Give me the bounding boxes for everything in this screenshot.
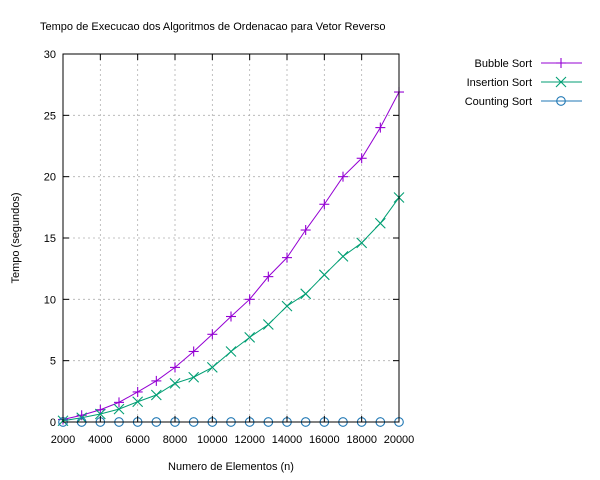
data-point: [170, 362, 180, 373]
x-tick-label: 14000: [272, 434, 303, 446]
x-tick-label: 16000: [309, 434, 340, 446]
x-axis-label: Numero de Elementos (n): [168, 461, 294, 473]
data-point: [225, 346, 237, 357]
data-point: [206, 362, 218, 373]
legend-item: Counting Sort: [465, 96, 582, 108]
y-tick-label: 5: [50, 356, 56, 368]
x-tick-label: 18000: [346, 434, 377, 446]
marker-stroke: [225, 346, 237, 357]
data-point: [300, 225, 311, 236]
data-point: [151, 375, 162, 386]
data-point: [262, 319, 274, 330]
marker-stroke: [300, 288, 312, 300]
data-point: [319, 199, 330, 210]
data-point: [282, 252, 292, 263]
marker-stroke: [188, 371, 200, 383]
legend-marker: [556, 96, 566, 106]
marker-stroke: [94, 408, 106, 420]
legend-item: Insertion Sort: [467, 76, 582, 89]
marker-stroke: [169, 377, 181, 389]
data-point: [263, 271, 274, 282]
y-axis-label: Tempo (segundos): [10, 192, 22, 283]
data-point: [375, 122, 386, 133]
data-point: [113, 403, 125, 415]
data-point: [95, 404, 106, 415]
marker-stroke: [318, 269, 330, 281]
marker-stroke: [356, 237, 368, 249]
grid: [63, 54, 399, 422]
legend: Bubble Sort Insertion Sort Counting Sort: [465, 58, 582, 108]
marker-stroke: [374, 217, 386, 229]
data-point: [226, 311, 236, 322]
x-tick-label: 10000: [197, 434, 228, 446]
data-point: [94, 408, 106, 420]
data-point: [300, 288, 312, 300]
data-point: [150, 389, 162, 401]
x-tick-label: 20000: [384, 434, 415, 446]
data-point: [244, 331, 256, 343]
data-point: [338, 171, 348, 182]
legend-marker: [556, 58, 566, 68]
marker-stroke: [281, 300, 293, 312]
y-tick-label: 0: [50, 417, 56, 429]
data-point: [169, 377, 181, 389]
marker-stroke: [113, 403, 125, 415]
data-point: [374, 217, 386, 229]
legend-marker: [555, 76, 567, 88]
marker-stroke: [262, 319, 274, 330]
data-point: [188, 371, 200, 383]
marker-stroke: [244, 331, 256, 343]
data-point: [244, 294, 255, 305]
data-point: [281, 300, 293, 312]
y-tick-label: 15: [44, 233, 56, 245]
data-point: [188, 346, 199, 357]
y-tick-label: 30: [44, 49, 56, 61]
x-tick-label: 8000: [163, 434, 187, 446]
x-tick-label: 4000: [88, 434, 112, 446]
x-tick-label: 12000: [234, 434, 265, 446]
y-tick-label: 10: [44, 294, 56, 306]
y-tick-label: 25: [44, 110, 56, 122]
marker-stroke: [132, 396, 144, 408]
data-point: [337, 251, 349, 262]
series-insertion-sort: [57, 192, 405, 427]
chart-title: Tempo de Execucao dos Algoritmos de Orde…: [40, 21, 385, 33]
data-point: [132, 386, 143, 397]
x-tick-label: 2000: [51, 434, 75, 446]
axes: 0 5 10 15 20 25 30 2000 4000 6000 8000 10000 12000 14…: [44, 49, 415, 446]
marker-stroke: [206, 362, 218, 373]
data-point: [132, 396, 144, 408]
data-point: [356, 153, 367, 164]
data-point: [318, 269, 330, 281]
marker-stroke: [337, 251, 349, 262]
data-point: [76, 410, 87, 421]
marker-stroke: [150, 389, 162, 401]
data-point: [114, 397, 124, 408]
data-point: [207, 329, 218, 340]
x-tick-label: 6000: [125, 434, 149, 446]
legend-label: Insertion Sort: [467, 77, 532, 89]
legend-item: Bubble Sort: [475, 58, 582, 70]
data-point: [356, 237, 368, 249]
legend-label: Bubble Sort: [475, 58, 532, 70]
marker-stroke: [555, 76, 567, 88]
y-tick-label: 20: [44, 172, 56, 184]
legend-label: Counting Sort: [465, 96, 532, 108]
